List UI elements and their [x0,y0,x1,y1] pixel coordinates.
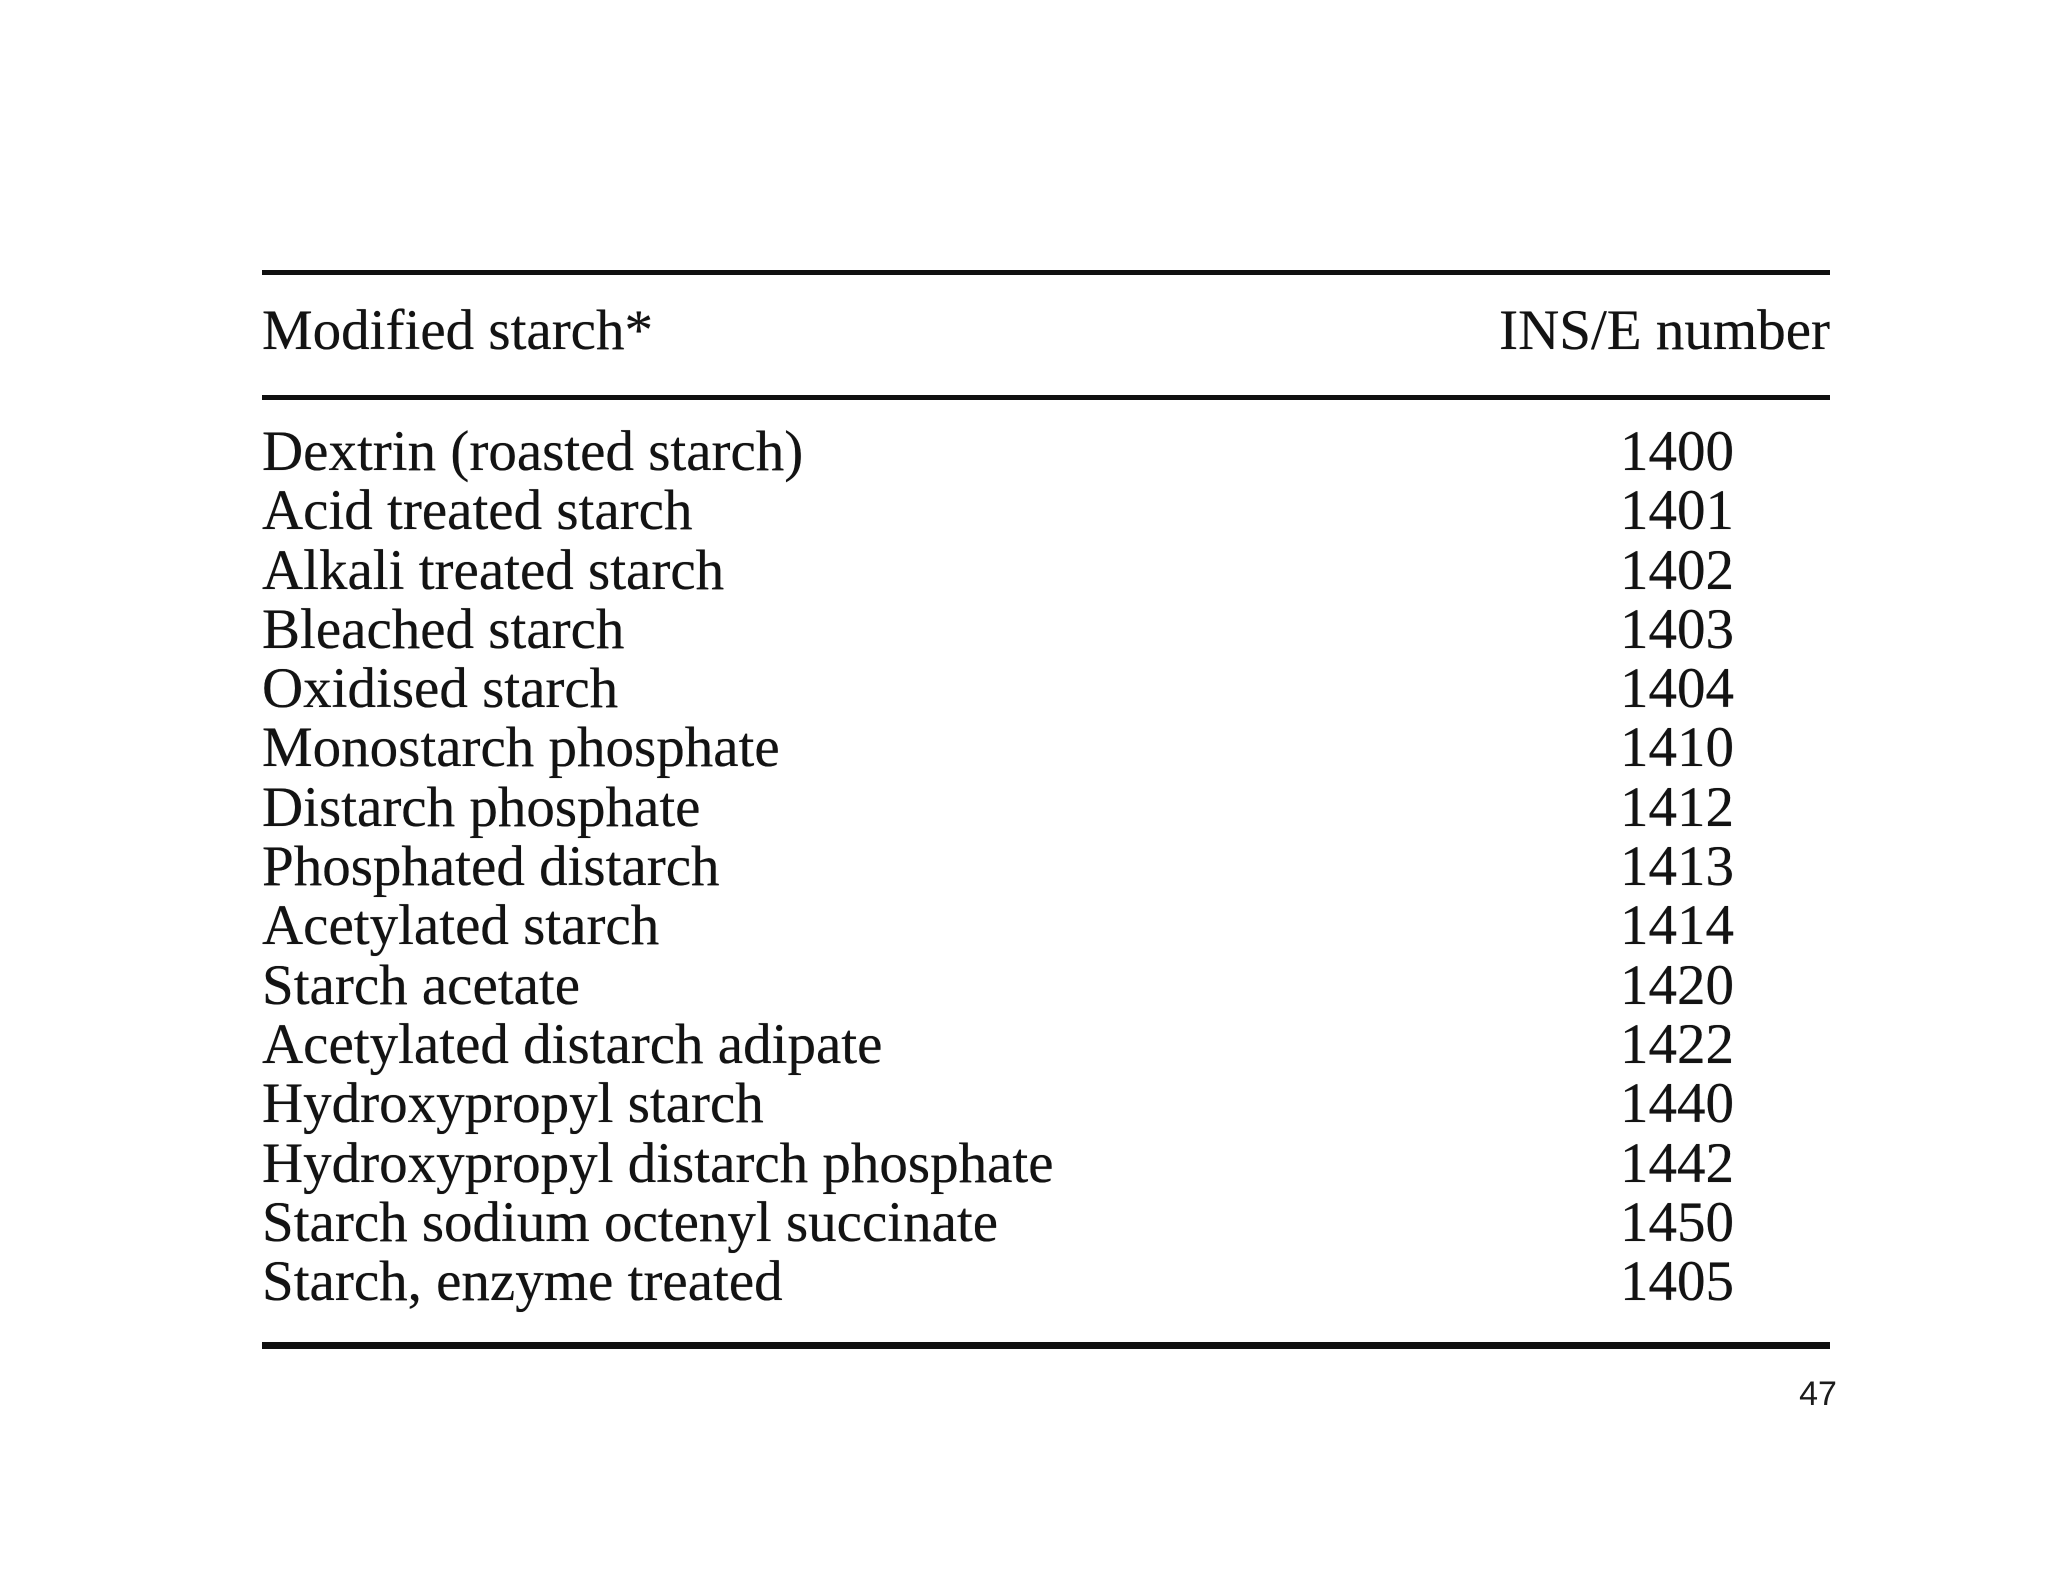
row-starch-name: Alkali treated starch [262,538,725,602]
row-ins-number: 1440 [1620,1072,1734,1136]
row-ins-number: 1413 [1620,835,1734,899]
table-row: Acetylated starch 1414 [262,894,1830,958]
row-ins-number: 1403 [1620,597,1734,661]
row-ins-number: 1401 [1620,479,1734,543]
row-ins-number: 1404 [1620,657,1734,721]
row-starch-name: Acetylated starch [262,894,660,958]
table-row: Hydroxypropyl distarch phosphate 1442 [262,1131,1830,1195]
table-body: Dextrin (roasted starch) 1400 Acid treat… [262,400,1830,1314]
page-number: 47 [1799,1375,1837,1413]
row-starch-name: Hydroxypropyl distarch phosphate [262,1131,1054,1195]
table-row: Dextrin (roasted starch) 1400 [262,420,1830,483]
table-row: Starch acetate 1420 [262,953,1830,1017]
row-starch-name: Phosphated distarch [262,835,720,899]
table-row: Acid treated starch 1401 [262,479,1830,543]
table-row: Starch sodium octenyl succinate 1450 [262,1190,1830,1254]
table-header-rule [262,395,1830,400]
row-starch-name: Starch acetate [262,953,581,1017]
modified-starch-table: Modified starch* INS/E number Dextrin (r… [262,270,1830,1350]
row-ins-number: 1410 [1620,716,1734,780]
row-ins-number: 1400 [1620,420,1734,483]
table-row: Oxidised starch 1404 [262,657,1830,721]
row-ins-number: 1414 [1620,894,1734,958]
row-starch-name: Starch sodium octenyl succinate [262,1190,999,1254]
table-row: Hydroxypropyl starch 1440 [262,1072,1830,1136]
table-bottom-rule [262,1342,1830,1350]
row-ins-number: 1450 [1620,1190,1734,1254]
row-starch-name: Monostarch phosphate [262,716,780,780]
table-header-row: Modified starch* INS/E number [262,275,1830,395]
row-ins-number: 1442 [1620,1131,1734,1195]
row-starch-name: Acid treated starch [262,479,693,543]
row-ins-number: 1405 [1620,1250,1734,1314]
row-starch-name: Starch, enzyme treated [262,1250,783,1314]
row-starch-name: Distarch phosphate [262,775,701,839]
column-header-modified-starch: Modified starch* [262,299,653,362]
column-header-ins-e-number: INS/E number [1499,299,1830,362]
row-ins-number: 1420 [1620,953,1734,1017]
table-row: Acetylated distarch adipate 1422 [262,1012,1830,1076]
row-starch-name: Oxidised starch [262,657,619,721]
row-ins-number: 1422 [1620,1012,1734,1076]
row-ins-number: 1412 [1620,775,1734,839]
table-row: Phosphated distarch 1413 [262,835,1830,899]
row-starch-name: Bleached starch [262,597,625,661]
table-row: Monostarch phosphate 1410 [262,716,1830,780]
table-row: Starch, enzyme treated 1405 [262,1250,1830,1314]
table-top-rule [262,270,1830,275]
row-ins-number: 1402 [1620,538,1734,602]
table-row: Distarch phosphate 1412 [262,775,1830,839]
table-row: Bleached starch 1403 [262,597,1830,661]
row-starch-name: Hydroxypropyl starch [262,1072,764,1136]
row-starch-name: Dextrin (roasted starch) [262,420,804,483]
row-starch-name: Acetylated distarch adipate [262,1012,883,1076]
table-row: Alkali treated starch 1402 [262,538,1830,602]
